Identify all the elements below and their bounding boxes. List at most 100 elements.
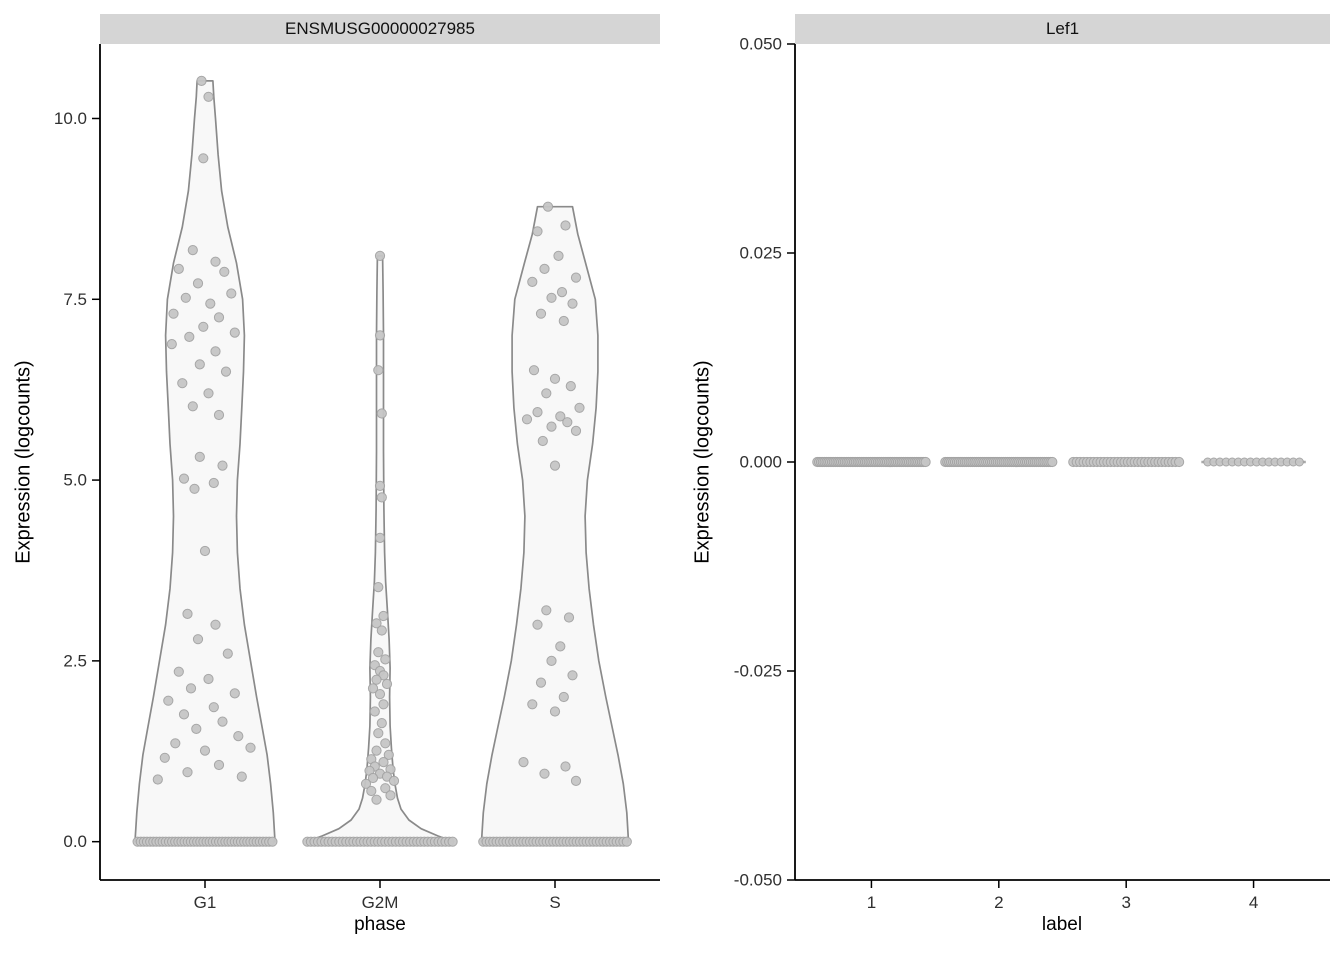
data-point [233, 731, 244, 742]
data-point [383, 749, 394, 761]
data-point [542, 201, 554, 212]
data-point [163, 695, 174, 706]
data-point [385, 790, 396, 801]
y-tick-label: 0.0 [63, 832, 87, 851]
data-point [555, 641, 566, 652]
data-point [217, 460, 228, 471]
y-tick-label: -0.050 [734, 871, 782, 890]
data-point [555, 411, 566, 422]
y-tick-label: 0.050 [739, 35, 782, 54]
data-point [920, 456, 931, 468]
data-point [208, 477, 219, 489]
data-point [205, 298, 216, 309]
data-point [527, 699, 538, 710]
group-1 [812, 456, 931, 468]
data-point [210, 619, 221, 630]
data-point [220, 366, 232, 377]
data-point [182, 608, 193, 620]
data-point [226, 288, 237, 299]
data-point [367, 683, 379, 694]
data-point [380, 783, 391, 794]
data-point [229, 688, 240, 699]
data-point [152, 774, 163, 785]
data-point [532, 226, 543, 237]
data-point [567, 298, 578, 309]
y-tick-label: 10.0 [54, 109, 87, 128]
group-4 [1201, 457, 1306, 467]
data-point [388, 775, 400, 787]
data-point [563, 612, 575, 623]
data-point [373, 365, 384, 376]
data-point [203, 388, 214, 399]
data-point [194, 359, 205, 370]
data-point [189, 483, 200, 494]
x-tick-label: 1 [867, 893, 876, 912]
data-point [371, 618, 382, 629]
x-tick-label: G2M [362, 893, 399, 912]
data-point [527, 276, 538, 287]
data-point [562, 417, 573, 428]
data-point [558, 315, 569, 327]
x-tick-label: G1 [194, 893, 217, 912]
data-point [378, 757, 389, 768]
data-point [196, 75, 207, 87]
group-2 [940, 456, 1058, 468]
data-point [187, 401, 198, 412]
data-point [549, 706, 561, 717]
data-point [217, 716, 228, 727]
data-point [570, 425, 582, 436]
data-point [376, 625, 387, 636]
panel-title-strip-left: ENSMUSG00000027985 [100, 14, 660, 44]
data-point [546, 292, 557, 303]
data-point [267, 836, 278, 847]
x-axis-title-left: phase [354, 914, 406, 935]
y-tick-label: 0.025 [739, 244, 782, 263]
data-point [210, 256, 221, 267]
data-point [371, 745, 382, 756]
x-tick-label: 4 [1249, 893, 1258, 912]
y-tick-label: 7.5 [63, 290, 87, 309]
data-point [560, 761, 571, 772]
y-axis-title-right: Expression (logcounts) [691, 360, 714, 564]
group-3 [1068, 456, 1185, 468]
data-point [447, 836, 458, 847]
data-point [203, 673, 214, 685]
data-point [560, 220, 571, 231]
data-point [558, 691, 569, 703]
data-point [184, 331, 195, 342]
data-point [380, 654, 391, 665]
data-point [539, 768, 550, 779]
x-axis-title-right: label [1041, 914, 1083, 935]
panel-1: 0.050 0.025 0.000 -0.025 -0.050 1 2 3 4 [734, 35, 1330, 912]
data-point [549, 373, 561, 384]
data-point [194, 451, 205, 462]
data-point [549, 460, 561, 471]
data-point [537, 435, 548, 447]
data-point [199, 545, 211, 557]
data-point [371, 674, 382, 685]
panel-0: 0.0 2.5 5.0 7.5 10.0 G1 G2M S [54, 44, 660, 912]
data-point [366, 785, 377, 797]
data-point [373, 647, 384, 658]
data-point [546, 421, 557, 432]
data-point [541, 605, 552, 616]
data-point [621, 836, 632, 847]
data-point [374, 250, 386, 261]
group-G2M [302, 250, 458, 847]
data-point [213, 312, 225, 323]
data-point [373, 728, 384, 739]
panel-title-strip-right: Lef1 [795, 14, 1330, 44]
data-point [168, 308, 179, 319]
data-point [546, 655, 557, 667]
data-point [159, 752, 170, 763]
data-point [367, 772, 379, 784]
data-point [173, 263, 184, 274]
data-point [198, 321, 209, 332]
data-point [373, 582, 384, 593]
y-tick-label: 0.000 [739, 453, 782, 472]
data-point [185, 683, 197, 694]
data-point [192, 634, 204, 645]
group-G1 [132, 75, 278, 847]
data-point [374, 689, 386, 700]
